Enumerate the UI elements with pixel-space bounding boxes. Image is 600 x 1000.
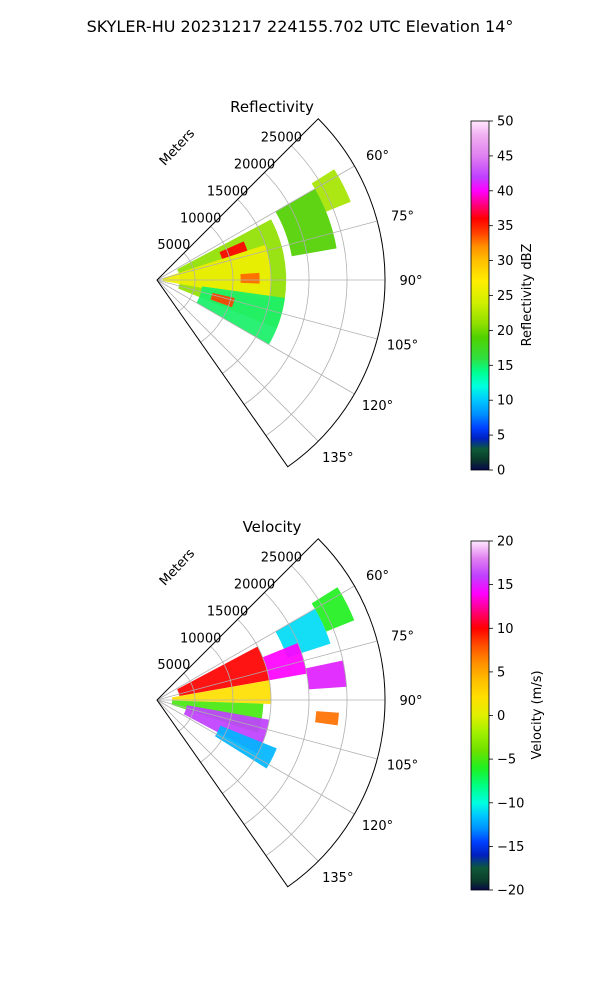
reflectivity-range-ring-1 xyxy=(200,225,234,343)
velocity-colorbar-tick-label-1: −15 xyxy=(497,840,524,855)
velocity-range-ring-4 xyxy=(265,565,348,856)
reflectivity-theta-tick-label-5: 135° xyxy=(322,451,353,466)
velocity-theta-tick-label-1: 75° xyxy=(391,629,414,644)
reflectivity-r-tick-label-3: 20000 xyxy=(234,158,275,173)
reflectivity-colorbar-tick-label-1: 5 xyxy=(497,429,505,444)
figure-suptitle: SKYLER-HU 20231217 224155.702 UTC Elevat… xyxy=(87,17,514,36)
velocity-range-ring-1 xyxy=(200,645,234,763)
velocity-colorbar-tick-label-7: 15 xyxy=(497,578,514,593)
velocity-radial-gridline-3 xyxy=(156,699,378,760)
velocity-range-ring-3 xyxy=(243,592,310,825)
reflectivity-colorbar-tick-label-7: 35 xyxy=(497,219,514,234)
reflectivity-colorbar-tick-label-0: 0 xyxy=(497,464,505,479)
reflectivity-r-tick-label-4: 25000 xyxy=(261,131,302,146)
reflectivity-colorbar-tick-label-9: 45 xyxy=(497,149,514,164)
reflectivity-colorbar-tick-label-3: 15 xyxy=(497,359,514,374)
reflectivity-colorbar: 0 5 10 15 20 25 30 35 40 45 50 xyxy=(470,115,514,479)
reflectivity-theta-tick-label-4: 120° xyxy=(362,399,393,414)
reflectivity-echo-region-1 xyxy=(275,188,337,257)
reflectivity-panel: Reflectivity 60° 75° 90° 105° 120° 135° 5000 10… xyxy=(156,98,535,479)
reflectivity-colorbar-label: Reflectivity dBZ xyxy=(520,244,535,347)
velocity-theta-tick-label-3: 105° xyxy=(387,759,418,774)
reflectivity-colorbar-tick-label-8: 40 xyxy=(497,184,514,199)
reflectivity-r-tick-label-2: 15000 xyxy=(207,184,248,199)
velocity-radial-gridline-1 xyxy=(156,640,378,701)
reflectivity-colorbar-ramp xyxy=(470,120,490,471)
reflectivity-colorbar-tick-label-6: 30 xyxy=(497,254,514,269)
velocity-colorbar-ramp xyxy=(470,540,490,891)
velocity-colorbar-tick-label-2: −10 xyxy=(497,796,524,811)
velocity-radial-gridline-5 xyxy=(156,699,319,862)
velocity-echo-region-1 xyxy=(275,608,331,658)
velocity-colorbar-tick-label-3: −5 xyxy=(497,753,516,768)
reflectivity-echo-region-7 xyxy=(210,292,235,308)
velocity-theta-tick-label-2: 90° xyxy=(399,694,422,709)
velocity-colorbar-tick-label-8: 20 xyxy=(497,535,514,550)
velocity-theta-tick-label-0: 60° xyxy=(366,569,389,584)
reflectivity-colorbar-tick-label-4: 20 xyxy=(497,324,514,339)
velocity-theta-tick-label-5: 135° xyxy=(322,871,353,886)
reflectivity-theta-tick-label-3: 105° xyxy=(387,339,418,354)
velocity-title: Velocity xyxy=(243,518,302,536)
reflectivity-range-ring-0 xyxy=(178,252,196,312)
reflectivity-range-ring-3 xyxy=(243,172,310,405)
velocity-r-tick-label-1: 10000 xyxy=(180,631,221,646)
velocity-echo-region-0 xyxy=(311,587,355,632)
velocity-echo-region-8 xyxy=(305,660,347,690)
velocity-sector-frame xyxy=(156,538,386,888)
reflectivity-range-ring-2 xyxy=(222,199,272,374)
reflectivity-plot-area: 60° 75° 90° 105° 120° 135° 5000 10000 15000 20000… xyxy=(156,118,423,468)
reflectivity-title: Reflectivity xyxy=(230,98,314,116)
velocity-theta-tick-label-4: 120° xyxy=(362,819,393,834)
velocity-colorbar: −20 −15 −10 −5 0 5 10 15 20 xyxy=(470,535,524,899)
reflectivity-echo-region-6 xyxy=(240,272,260,284)
reflectivity-r-tick-label-0: 5000 xyxy=(157,238,190,253)
velocity-colorbar-tick-label-6: 10 xyxy=(497,622,514,637)
reflectivity-r-tick-label-1: 10000 xyxy=(180,211,221,226)
reflectivity-echo-region-3 xyxy=(162,244,272,300)
velocity-r-tick-label-2: 15000 xyxy=(207,604,248,619)
velocity-echo-region-9 xyxy=(315,711,339,726)
velocity-range-ring-2 xyxy=(222,619,272,794)
reflectivity-radial-gridline-4 xyxy=(156,279,355,395)
velocity-colorbar-label: Velocity (m/s) xyxy=(530,670,545,759)
velocity-colorbar-tick-label-4: 0 xyxy=(497,709,505,724)
velocity-plot-area: 60° 75° 90° 105° 120° 135° 5000 10000 15000 20000… xyxy=(156,538,423,888)
velocity-r-axis-label: Meters xyxy=(157,546,198,589)
reflectivity-radial-gridline-3 xyxy=(156,279,378,340)
reflectivity-radial-gridline-0 xyxy=(156,165,355,281)
reflectivity-colorbar-tick-label-5: 25 xyxy=(497,289,514,304)
velocity-radial-gridline-0 xyxy=(156,585,355,701)
velocity-r-tick-label-4: 25000 xyxy=(261,551,302,566)
velocity-colorbar-tick-label-5: 5 xyxy=(497,665,505,680)
reflectivity-colorbar-tick-label-2: 10 xyxy=(497,394,514,409)
reflectivity-sector-frame xyxy=(156,118,386,468)
velocity-colorbar-tick-label-0: −20 xyxy=(497,884,524,899)
reflectivity-theta-tick-label-0: 60° xyxy=(366,149,389,164)
velocity-panel: Velocity 60° 75° 90° 105° 120° 135° 5000 10000 1… xyxy=(156,518,545,899)
velocity-echo-region-3 xyxy=(177,646,270,697)
velocity-echo-region-7 xyxy=(215,725,277,769)
velocity-radial-gridline-4 xyxy=(156,699,355,815)
reflectivity-theta-tick-label-1: 75° xyxy=(391,209,414,224)
reflectivity-echo-region-0 xyxy=(311,169,351,212)
reflectivity-range-ring-4 xyxy=(265,145,348,436)
reflectivity-radial-gridline-5 xyxy=(156,279,319,442)
reflectivity-radial-gridline-1 xyxy=(156,220,378,281)
reflectivity-echo-region-5 xyxy=(219,241,248,259)
velocity-echo-region-4 xyxy=(171,680,272,704)
velocity-r-tick-label-0: 5000 xyxy=(157,658,190,673)
velocity-echo-region-2 xyxy=(262,643,307,681)
velocity-range-ring-0 xyxy=(178,672,196,732)
reflectivity-colorbar-tick-label-10: 50 xyxy=(497,115,514,130)
velocity-r-tick-label-3: 20000 xyxy=(234,578,275,593)
reflectivity-r-axis-label: Meters xyxy=(157,126,198,169)
reflectivity-theta-tick-label-2: 90° xyxy=(399,274,422,289)
